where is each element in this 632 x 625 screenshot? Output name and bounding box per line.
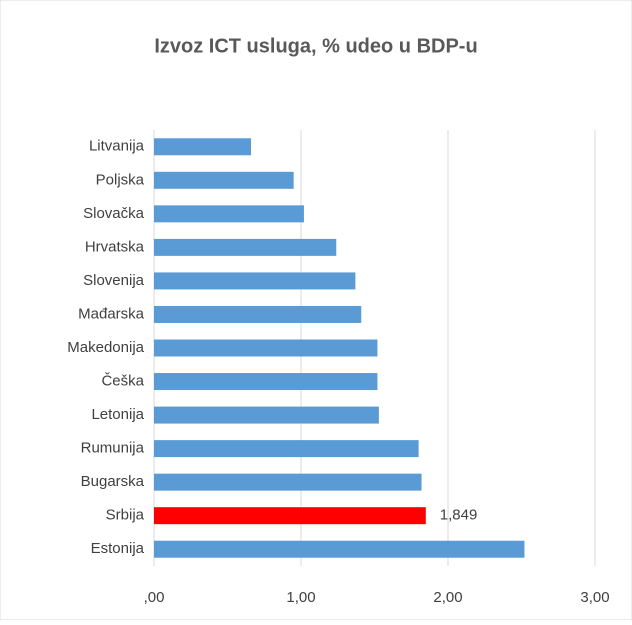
bar bbox=[154, 373, 378, 391]
bar bbox=[154, 507, 426, 525]
y-tick-label: Letonija bbox=[91, 406, 144, 423]
y-tick-label: Rumunija bbox=[81, 440, 145, 457]
y-tick-label: Slovenija bbox=[83, 272, 145, 289]
y-tick-label: Makedonija bbox=[67, 339, 144, 356]
x-tick-label: 3,00 bbox=[580, 589, 609, 606]
x-tick-label: ,00 bbox=[144, 589, 165, 606]
bar bbox=[154, 406, 379, 424]
bar bbox=[154, 305, 362, 323]
y-tick-label: Mađarska bbox=[78, 305, 145, 322]
x-tick-label: 1,00 bbox=[286, 589, 315, 606]
y-tick-label: Češka bbox=[101, 373, 144, 390]
data-label: 1,849 bbox=[440, 507, 478, 524]
y-tick-label: Srbija bbox=[106, 507, 145, 524]
y-tick-label: Bugarska bbox=[81, 473, 145, 490]
bar bbox=[154, 171, 294, 189]
y-tick-label: Litvanija bbox=[89, 138, 145, 155]
bar bbox=[154, 540, 525, 558]
y-tick-label: Hrvatska bbox=[85, 238, 145, 255]
bar bbox=[154, 138, 252, 156]
bar bbox=[154, 473, 422, 491]
y-tick-label: Poljska bbox=[96, 171, 145, 188]
bar bbox=[154, 440, 419, 458]
chart-title: Izvoz ICT usluga, % udeo u BDP-u bbox=[154, 35, 477, 57]
y-tick-label: Estonija bbox=[91, 540, 145, 557]
bar bbox=[154, 238, 337, 256]
y-tick-label: Slovačka bbox=[83, 205, 145, 222]
x-tick-label: 2,00 bbox=[433, 589, 462, 606]
bar bbox=[154, 272, 356, 290]
bar bbox=[154, 339, 378, 357]
bar bbox=[154, 205, 304, 223]
